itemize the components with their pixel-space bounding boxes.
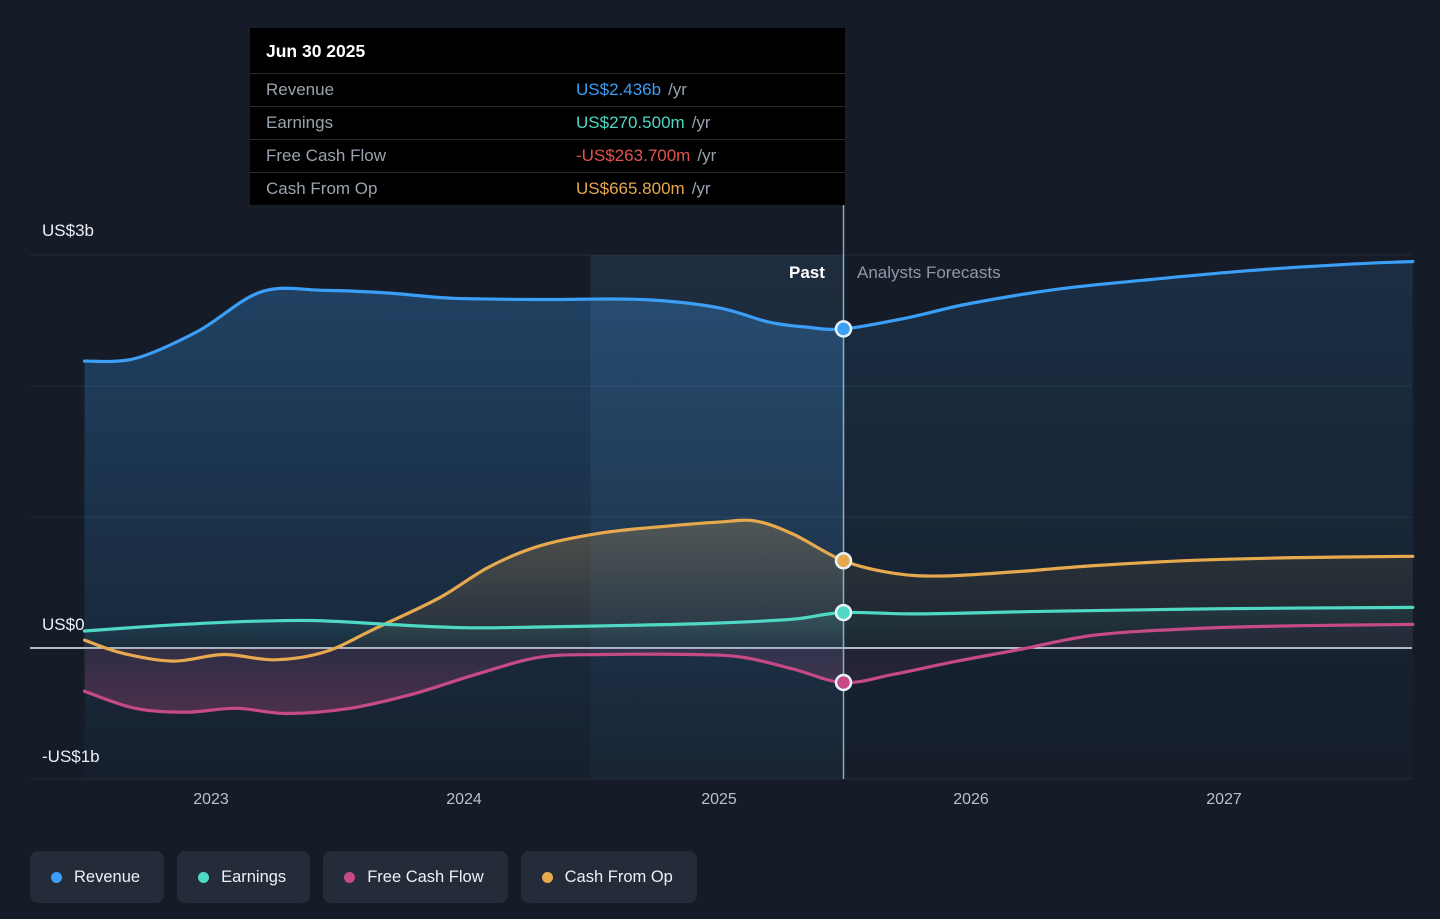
series-line-free-cash-flow — [82, 622, 1415, 716]
tooltip-value-free-cash-flow: -US$263.700m — [576, 146, 691, 165]
y-axis-label-minus-1b: -US$1b — [42, 747, 100, 766]
highlight-band — [590, 255, 844, 779]
legend-item-cash-from-op[interactable]: Cash From Op — [520, 851, 697, 903]
legend-label-revenue: Revenue — [74, 867, 141, 886]
legend-item-free-cash-flow[interactable]: Free Cash Flow — [323, 851, 508, 903]
past-label: Past — [789, 263, 825, 282]
analysts-forecasts-label: Analysts Forecasts — [857, 263, 1001, 282]
tooltip-value-revenue: US$2.436b — [576, 80, 662, 99]
marker-revenue[interactable] — [834, 320, 853, 338]
legend-label-earnings: Earnings — [221, 867, 287, 886]
chart-legend: Revenue Earnings Free Cash Flow Cash Fro… — [30, 851, 697, 903]
cash-from-op-dot-icon — [541, 871, 553, 883]
x-axis-label-2027: 2027 — [1206, 791, 1242, 808]
free-cash-flow-dot-icon — [344, 871, 356, 883]
earnings-dot-icon — [198, 871, 210, 883]
x-axis-label-2025: 2025 — [701, 791, 737, 808]
series-area-past-free-cash-flow — [84, 648, 844, 714]
series-line-earnings — [82, 605, 1415, 633]
marker-free-cash-flow[interactable] — [834, 673, 853, 692]
revenue-dot-icon — [51, 871, 62, 883]
tooltip-label-cash-from-op: Cash From Op — [266, 179, 378, 198]
tooltip-label-earnings: Earnings — [266, 113, 334, 132]
series-line-cash-from-op — [82, 518, 1415, 663]
marker-cash-from-op[interactable] — [834, 552, 853, 570]
marker-earnings[interactable] — [834, 603, 853, 622]
tooltip-row-earnings: Earnings US$270.500m /yr — [250, 106, 845, 139]
legend-item-revenue[interactable]: Revenue — [30, 851, 165, 903]
y-axis-label-3b: US$3b — [42, 221, 94, 240]
y-axis-label-0: US$0 — [42, 615, 85, 634]
x-axis-label-2026: 2026 — [953, 791, 989, 808]
tooltip-row-revenue: Revenue US$2.436b /yr — [250, 73, 845, 106]
legend-label-cash-from-op: Cash From Op — [564, 867, 673, 886]
tooltip-suffix-cash-from-op: /yr — [691, 179, 711, 198]
series-area-forecast-earnings — [843, 607, 1413, 648]
legend-item-earnings[interactable]: Earnings — [177, 851, 311, 903]
tooltip-row-free-cash-flow: Free Cash Flow -US$263.700m /yr — [250, 139, 845, 172]
tooltip-label-revenue: Revenue — [266, 80, 335, 99]
tooltip-label-free-cash-flow: Free Cash Flow — [266, 146, 386, 165]
chart-tooltip: Jun 30 2025 Revenue US$2.436b /yr Earnin… — [250, 28, 845, 205]
tooltip-value-cash-from-op: US$665.800m — [576, 179, 685, 198]
legend-label-free-cash-flow: Free Cash Flow — [367, 867, 484, 886]
x-axis-label-2023: 2023 — [193, 791, 229, 808]
x-axis-label-2024: 2024 — [446, 791, 482, 808]
tooltip-row-cash-from-op: Cash From Op US$665.800m /yr — [250, 172, 845, 205]
tooltip-value-earnings: US$270.500m — [576, 113, 685, 132]
tooltip-suffix-revenue: /yr — [668, 80, 687, 99]
series-line-revenue — [82, 259, 1415, 364]
tooltip-suffix-free-cash-flow: /yr — [697, 146, 717, 165]
tooltip-date: Jun 30 2025 — [266, 41, 366, 61]
tooltip-suffix-earnings: /yr — [691, 113, 711, 132]
